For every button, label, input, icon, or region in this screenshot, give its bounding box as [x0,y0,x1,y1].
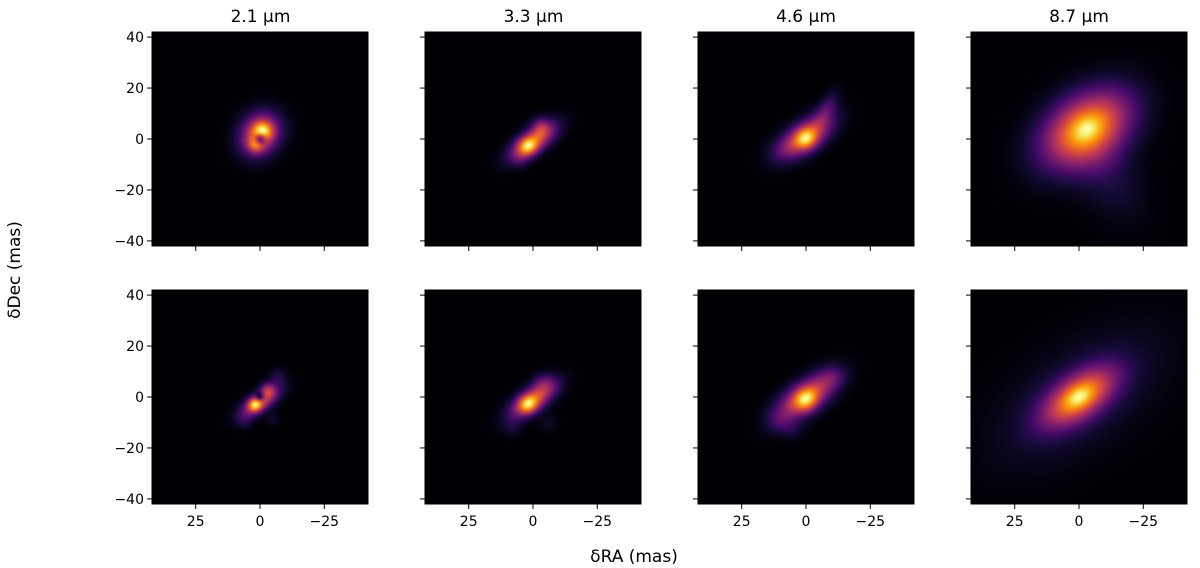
panel-r2-c4: 25 0 −25 [966,289,1188,530]
column-title-4: 8.7 μm [1049,7,1109,27]
panel-image [971,290,1187,504]
y-tick-label: −40 [114,234,144,250]
x-tick-label: −25 [1129,514,1159,530]
panel-image [971,32,1187,246]
panel-image [698,32,914,246]
x-tick-label: 25 [460,514,478,530]
panel-image [698,290,914,504]
panel-grid: 40 20 0 −20 −40 40 20 0 −20 −40 25 0 −25 25 0 −25 25 0 −25… [114,30,1188,530]
y-tick-label: 40 [126,30,144,46]
x-tick-label: 0 [529,514,538,530]
y-tick-label: −40 [114,492,144,508]
column-title-1: 2.1 μm [231,7,291,27]
y-tick-label: 20 [126,339,144,355]
x-tick-label: 25 [187,514,205,530]
y-tick-label: 0 [135,132,144,148]
x-tick-label: −25 [310,514,340,530]
y-axis-title: δDec (mas) [5,221,25,319]
panel-image [152,32,368,246]
x-axis-title: δRA (mas) [590,547,678,567]
y-tick-label: −20 [114,183,144,199]
panel-r1-c4 [966,31,1188,251]
column-titles: 2.1 μm 3.3 μm 4.6 μm 8.7 μm [231,7,1109,27]
panel-r2-c2: 25 0 −25 [420,289,642,530]
panel-r2-c1: 40 20 0 −20 −40 25 0 −25 [114,288,369,530]
column-title-2: 3.3 μm [504,7,564,27]
x-tick-label: 0 [256,514,265,530]
panel-image [425,32,641,246]
y-tick-label: 20 [126,81,144,97]
x-tick-label: 25 [733,514,751,530]
panel-image [152,290,368,504]
x-tick-label: −25 [856,514,886,530]
x-tick-label: 0 [802,514,811,530]
y-tick-label: 40 [126,288,144,304]
panel-image [425,290,641,504]
panel-r1-c1: 40 20 0 −20 −40 [114,30,369,251]
x-tick-label: −25 [583,514,613,530]
panel-r2-c3: 25 0 −25 [693,289,915,530]
x-tick-label: 0 [1075,514,1084,530]
column-title-3: 4.6 μm [776,7,836,27]
panel-r1-c3 [693,31,915,251]
y-tick-label: −20 [114,441,144,457]
x-tick-label: 25 [1006,514,1024,530]
panel-r1-c2 [420,31,642,251]
y-tick-label: 0 [135,390,144,406]
